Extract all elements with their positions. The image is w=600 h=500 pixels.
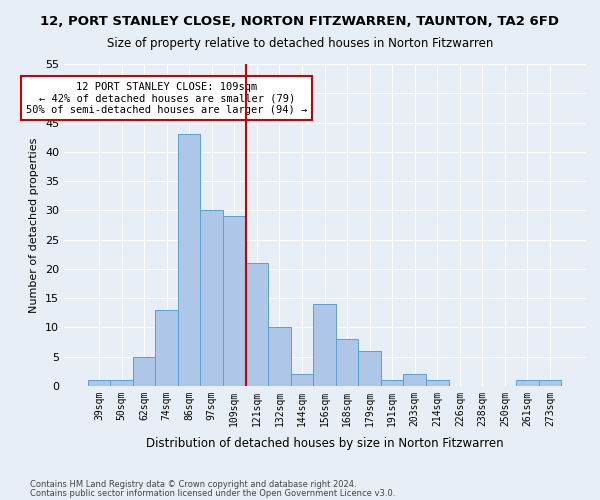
Bar [426, 380, 449, 386]
Bar [268, 328, 290, 386]
Y-axis label: Number of detached properties: Number of detached properties [29, 137, 40, 312]
Bar [245, 263, 268, 386]
Bar [110, 380, 133, 386]
Text: Contains public sector information licensed under the Open Government Licence v3: Contains public sector information licen… [30, 488, 395, 498]
Bar [403, 374, 426, 386]
Bar [290, 374, 313, 386]
Bar [516, 380, 539, 386]
Text: Contains HM Land Registry data © Crown copyright and database right 2024.: Contains HM Land Registry data © Crown c… [30, 480, 356, 489]
Bar [155, 310, 178, 386]
Bar [200, 210, 223, 386]
Bar [178, 134, 200, 386]
Bar [381, 380, 403, 386]
Bar [88, 380, 110, 386]
X-axis label: Distribution of detached houses by size in Norton Fitzwarren: Distribution of detached houses by size … [146, 437, 503, 450]
Text: 12 PORT STANLEY CLOSE: 109sqm
← 42% of detached houses are smaller (79)
50% of s: 12 PORT STANLEY CLOSE: 109sqm ← 42% of d… [26, 82, 307, 115]
Bar [539, 380, 562, 386]
Bar [313, 304, 336, 386]
Text: 12, PORT STANLEY CLOSE, NORTON FITZWARREN, TAUNTON, TA2 6FD: 12, PORT STANLEY CLOSE, NORTON FITZWARRE… [41, 15, 560, 28]
Text: Size of property relative to detached houses in Norton Fitzwarren: Size of property relative to detached ho… [107, 38, 493, 51]
Bar [336, 339, 358, 386]
Bar [223, 216, 245, 386]
Bar [133, 356, 155, 386]
Bar [358, 350, 381, 386]
